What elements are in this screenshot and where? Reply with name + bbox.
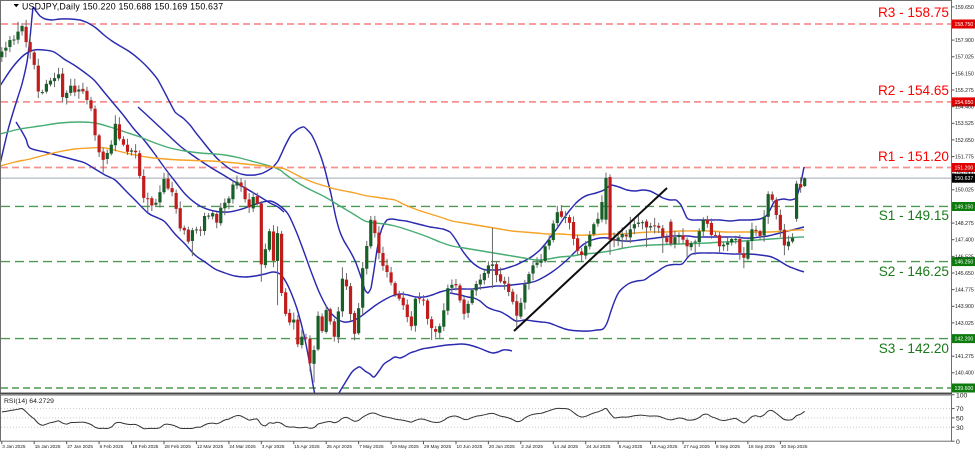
svg-text:147.400: 147.400 <box>955 238 974 244</box>
svg-text:15 Aug 2025: 15 Aug 2025 <box>651 444 678 449</box>
svg-text:10 Jun 2025: 10 Jun 2025 <box>457 444 483 449</box>
svg-text:153.525: 153.525 <box>955 121 974 127</box>
svg-text:S3 - 142.20: S3 - 142.20 <box>879 341 950 356</box>
svg-text:USDJPY,Daily 150.220 150.688: USDJPY,Daily 150.220 150.688 150.169 150… <box>22 1 223 11</box>
svg-text:70: 70 <box>956 406 964 413</box>
svg-text:143.900: 143.900 <box>955 304 974 310</box>
svg-text:146.525: 146.525 <box>955 254 974 260</box>
svg-text:144.775: 144.775 <box>955 288 974 294</box>
svg-text:30: 30 <box>956 425 964 432</box>
svg-text:3 Jan 2025: 3 Jan 2025 <box>2 444 26 449</box>
svg-text:150.025: 150.025 <box>955 188 974 194</box>
svg-text:R2 - 154.65: R2 - 154.65 <box>878 83 949 98</box>
svg-text:143.025: 143.025 <box>955 321 974 327</box>
svg-text:20 Jun 2025: 20 Jun 2025 <box>489 444 515 449</box>
svg-text:RSI(14) 64.2729: RSI(14) 64.2729 <box>4 398 54 405</box>
svg-text:159.650: 159.650 <box>955 5 974 11</box>
svg-text:18 Sep 2025: 18 Sep 2025 <box>748 444 775 449</box>
svg-text:146.250: 146.250 <box>955 260 974 266</box>
svg-text:149.150: 149.150 <box>955 204 974 210</box>
svg-text:154.400: 154.400 <box>955 105 974 111</box>
svg-text:3 Apr 2025: 3 Apr 2025 <box>262 444 285 449</box>
svg-text:12 Mar 2025: 12 Mar 2025 <box>197 444 224 449</box>
svg-text:155.275: 155.275 <box>955 88 974 94</box>
svg-text:139.600: 139.600 <box>955 386 974 392</box>
svg-text:157.025: 157.025 <box>955 55 974 61</box>
svg-text:18 Feb 2025: 18 Feb 2025 <box>132 444 159 449</box>
svg-text:14 Jul 2025: 14 Jul 2025 <box>554 444 579 449</box>
svg-text:5 Aug 2025: 5 Aug 2025 <box>619 444 643 449</box>
svg-text:25 Apr 2025: 25 Apr 2025 <box>327 444 353 449</box>
svg-text:145.650: 145.650 <box>955 271 974 277</box>
svg-text:30 Sep 2025: 30 Sep 2025 <box>781 444 808 449</box>
svg-text:156.150: 156.150 <box>955 71 974 77</box>
svg-text:S2 - 146.25: S2 - 146.25 <box>879 264 949 279</box>
svg-text:151.200: 151.200 <box>955 165 974 171</box>
svg-text:8 Sep 2025: 8 Sep 2025 <box>716 444 740 449</box>
svg-text:15 Jan 2025: 15 Jan 2025 <box>35 444 61 449</box>
svg-text:19 May 2025: 19 May 2025 <box>392 444 419 449</box>
svg-text:24 Jul 2025: 24 Jul 2025 <box>586 444 611 449</box>
svg-text:7 May 2025: 7 May 2025 <box>359 444 384 449</box>
svg-text:R1 - 151.20: R1 - 151.20 <box>878 149 949 164</box>
svg-text:157.900: 157.900 <box>955 38 974 44</box>
svg-text:6 Feb 2025: 6 Feb 2025 <box>100 444 124 449</box>
svg-text:S1 - 149.15: S1 - 149.15 <box>879 208 949 223</box>
svg-text:0: 0 <box>956 439 960 446</box>
svg-text:15 Apr 2025: 15 Apr 2025 <box>294 444 320 449</box>
svg-text:154.650: 154.650 <box>955 100 974 106</box>
svg-text:142.200: 142.200 <box>955 337 974 343</box>
svg-text:2 Jul 2025: 2 Jul 2025 <box>521 444 543 449</box>
svg-text:148.275: 148.275 <box>955 221 974 227</box>
svg-text:27 Jan 2025: 27 Jan 2025 <box>67 444 93 449</box>
svg-text:29 May 2025: 29 May 2025 <box>424 444 451 449</box>
svg-text:150.637: 150.637 <box>955 176 974 182</box>
svg-text:R3 - 158.75: R3 - 158.75 <box>878 5 949 20</box>
svg-text:27 Aug 2025: 27 Aug 2025 <box>684 444 711 449</box>
svg-text:151.775: 151.775 <box>955 155 974 161</box>
svg-text:150.900: 150.900 <box>955 171 974 177</box>
svg-text:24 Mar 2025: 24 Mar 2025 <box>229 444 256 449</box>
svg-text:28 Feb 2025: 28 Feb 2025 <box>165 444 192 449</box>
svg-text:152.650: 152.650 <box>955 138 974 144</box>
svg-text:158.750: 158.750 <box>955 22 974 28</box>
svg-text:50: 50 <box>956 416 964 423</box>
svg-text:141.275: 141.275 <box>955 354 974 360</box>
svg-text:100: 100 <box>956 392 968 399</box>
svg-text:140.400: 140.400 <box>955 371 974 377</box>
